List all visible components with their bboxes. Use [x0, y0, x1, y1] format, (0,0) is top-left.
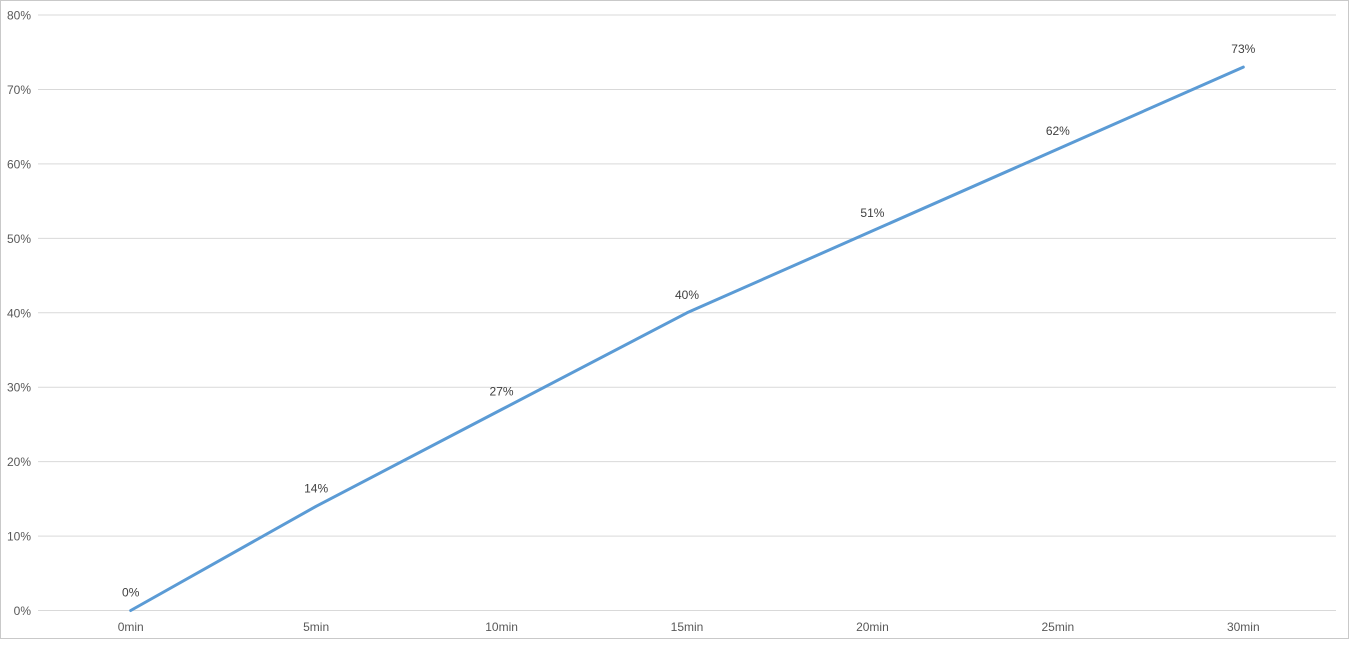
x-axis-tick-label: 25min [1042, 620, 1075, 634]
y-axis-tick-label: 30% [7, 381, 31, 395]
y-axis-tick-label: 70% [7, 83, 31, 97]
y-axis-tick-label: 20% [7, 455, 31, 469]
y-axis-tick-label: 10% [7, 530, 31, 544]
data-label: 51% [860, 206, 884, 220]
data-label: 0% [122, 586, 140, 600]
data-label: 14% [304, 481, 328, 495]
y-axis-tick-label: 40% [7, 306, 31, 320]
y-axis-tick-label: 50% [7, 232, 31, 246]
y-axis-tick-label: 60% [7, 157, 31, 171]
x-axis-tick-label: 0min [118, 620, 144, 634]
data-label: 27% [490, 385, 514, 399]
data-label: 40% [675, 288, 699, 302]
series-line [129, 65, 1245, 612]
x-axis-tick-label: 30min [1227, 620, 1260, 634]
y-axis-tick-label: 80% [7, 9, 31, 23]
x-axis-tick-label: 10min [485, 620, 518, 634]
x-axis-tick-label: 15min [671, 620, 704, 634]
data-label: 62% [1046, 124, 1070, 138]
data-label: 73% [1231, 42, 1255, 56]
y-axis-tick-label: 0% [14, 604, 32, 618]
x-axis-tick-label: 5min [303, 620, 329, 634]
x-axis-tick-label: 20min [856, 620, 889, 634]
